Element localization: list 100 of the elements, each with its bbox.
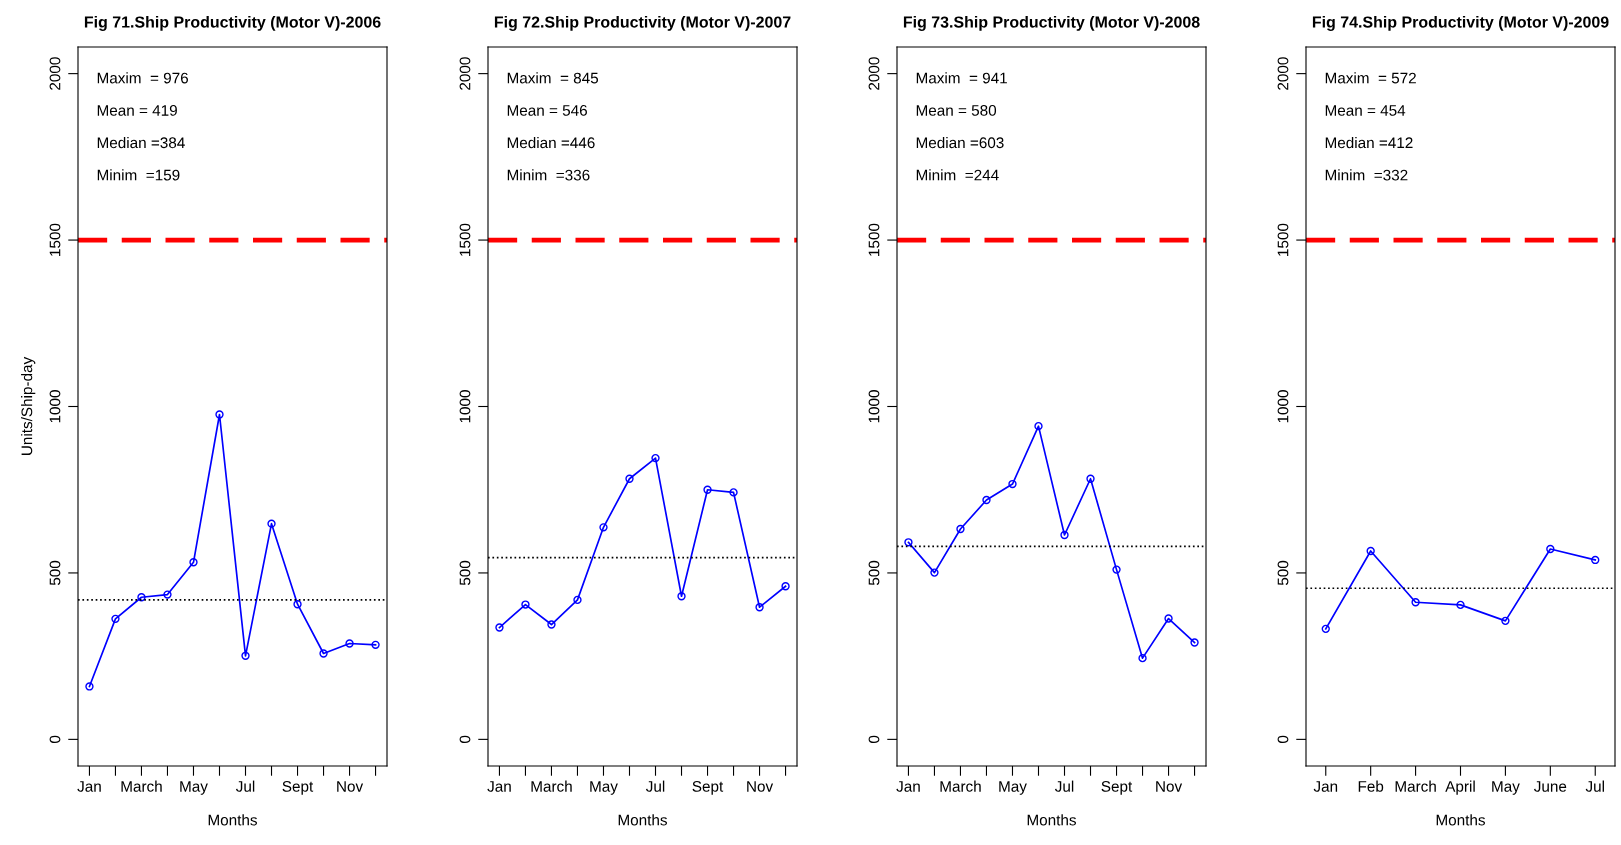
y-tick-label: 1500 bbox=[1277, 223, 1289, 256]
point bbox=[1456, 600, 1465, 610]
x-tick-label: March bbox=[1395, 780, 1436, 792]
y-tick-label: 1500 bbox=[459, 223, 471, 256]
annotation: Maxim = 845 bbox=[507, 72, 599, 84]
x-tick-label: Jan bbox=[1313, 781, 1338, 792]
x-tick-label: Jul bbox=[645, 780, 665, 792]
point bbox=[781, 582, 790, 591]
x-tick-label: May bbox=[590, 781, 618, 795]
y-tick-label: 1000 bbox=[459, 390, 471, 423]
chart-title: Fig 73.Ship Productivity (Motor V)-2008 bbox=[903, 15, 1200, 31]
point bbox=[1138, 653, 1147, 663]
y-tick-label: 1500 bbox=[868, 223, 880, 256]
chart-title: Fig 71.Ship Productivity (Motor V)-2006 bbox=[84, 15, 381, 31]
point bbox=[1411, 598, 1420, 607]
x-tick-label: Sept bbox=[282, 780, 314, 795]
point bbox=[163, 590, 172, 599]
x-tick-label: March bbox=[121, 780, 162, 792]
annotation: Minim =159 bbox=[97, 169, 180, 181]
x-tick-label: Jan bbox=[896, 781, 920, 792]
y-tick-label: 0 bbox=[868, 735, 880, 744]
x-tick-label: Nov bbox=[337, 781, 364, 792]
annotation: Maxim = 572 bbox=[1325, 72, 1416, 84]
x-tick-label: March bbox=[940, 780, 981, 792]
x-tick-label: March bbox=[531, 780, 572, 792]
annotation: Median =603 bbox=[916, 136, 1004, 149]
point bbox=[1008, 479, 1017, 489]
x-tick-label: June bbox=[1534, 781, 1567, 792]
point bbox=[1366, 546, 1375, 556]
y-tick-label: 1000 bbox=[868, 390, 880, 423]
y-tick-label: 0 bbox=[459, 735, 471, 744]
point bbox=[189, 558, 198, 567]
point bbox=[293, 600, 302, 609]
point bbox=[930, 568, 939, 577]
x-tick-label: Jan bbox=[77, 781, 101, 792]
chart-title: Fig 72.Ship Productivity (Motor V)-2007 bbox=[494, 15, 791, 31]
point bbox=[1034, 421, 1043, 431]
x-axis-title: Months bbox=[618, 814, 667, 826]
point bbox=[215, 410, 224, 419]
point bbox=[137, 593, 146, 602]
y-tick-label: 1000 bbox=[1277, 390, 1289, 423]
y-tick-label: 1000 bbox=[49, 390, 61, 423]
point bbox=[1546, 544, 1555, 554]
point bbox=[267, 519, 276, 528]
y-tick-label: 1500 bbox=[49, 223, 61, 256]
y-tick-label: 500 bbox=[1277, 560, 1289, 586]
annotation: Mean = 546 bbox=[507, 104, 587, 116]
point bbox=[982, 495, 991, 505]
x-tick-label: April bbox=[1445, 780, 1475, 795]
y-tick-label: 500 bbox=[49, 560, 61, 586]
annotation: Maxim = 976 bbox=[97, 72, 188, 84]
x-tick-label: Jul bbox=[1585, 780, 1604, 792]
y-tick-label: 2000 bbox=[868, 57, 880, 90]
x-tick-label: May bbox=[999, 781, 1027, 795]
y-axis-title: Units/Ship-day bbox=[21, 356, 36, 455]
x-tick-label: Jul bbox=[235, 780, 255, 792]
x-tick-label: May bbox=[1492, 781, 1520, 795]
x-tick-label: Feb bbox=[1358, 780, 1384, 792]
annotation: Mean = 454 bbox=[1325, 105, 1406, 116]
x-tick-label: Sept bbox=[692, 780, 724, 795]
annotation: Median =446 bbox=[507, 136, 595, 149]
point bbox=[547, 620, 556, 629]
point bbox=[1164, 614, 1173, 623]
annotation: Median =412 bbox=[1325, 136, 1413, 149]
y-tick-label: 0 bbox=[1277, 735, 1289, 744]
point bbox=[85, 682, 94, 691]
point bbox=[625, 474, 634, 483]
point bbox=[1060, 530, 1069, 540]
point bbox=[904, 538, 913, 547]
point bbox=[1591, 555, 1600, 565]
point bbox=[371, 640, 380, 650]
point bbox=[729, 488, 738, 497]
x-tick-label: Jul bbox=[1054, 780, 1074, 792]
annotation: Minim =336 bbox=[507, 169, 590, 181]
y-tick-label: 2000 bbox=[1277, 57, 1289, 90]
y-tick-label: 2000 bbox=[459, 57, 471, 90]
x-axis-title: Months bbox=[1436, 814, 1485, 826]
x-tick-label: Nov bbox=[747, 781, 774, 792]
x-tick-label: Nov bbox=[1156, 781, 1183, 792]
x-tick-label: Sept bbox=[1101, 780, 1133, 795]
point bbox=[1086, 474, 1095, 483]
point bbox=[241, 651, 250, 660]
point bbox=[956, 524, 965, 534]
point bbox=[345, 639, 354, 648]
point bbox=[1321, 624, 1330, 634]
point bbox=[319, 649, 328, 658]
point bbox=[111, 614, 120, 624]
y-tick-label: 500 bbox=[868, 560, 880, 586]
annotation: Maxim = 941 bbox=[916, 72, 1007, 84]
point bbox=[1190, 638, 1199, 647]
point bbox=[495, 623, 504, 632]
annotation: Minim =244 bbox=[916, 169, 999, 181]
x-tick-label: May bbox=[180, 781, 208, 795]
annotation: Mean = 580 bbox=[916, 104, 997, 116]
x-axis-title: Months bbox=[1027, 814, 1076, 826]
x-axis-title: Months bbox=[208, 814, 257, 826]
point bbox=[1501, 616, 1510, 626]
annotation: Minim =332 bbox=[1325, 169, 1408, 181]
y-tick-label: 0 bbox=[49, 735, 61, 744]
point bbox=[703, 485, 712, 494]
